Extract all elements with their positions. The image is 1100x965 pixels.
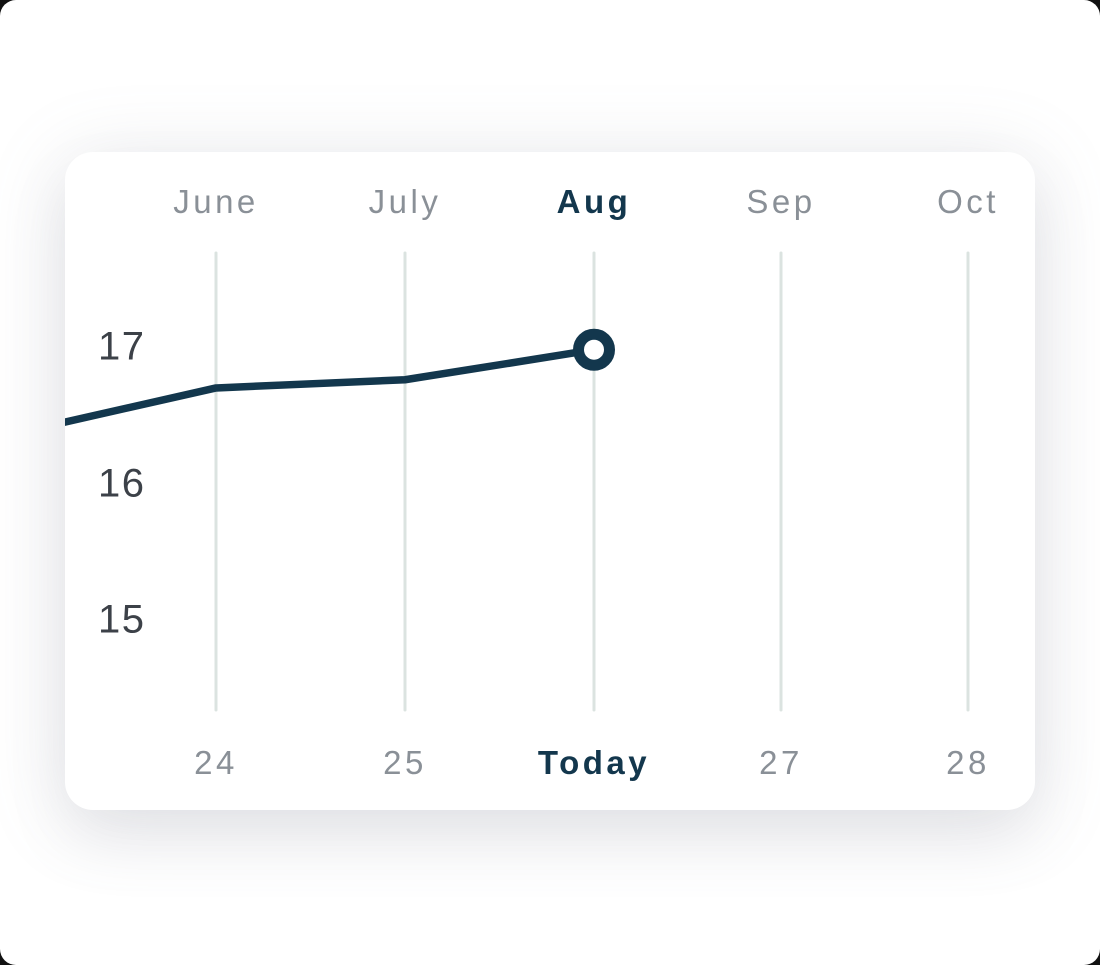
month-label-aug: Aug: [556, 183, 632, 220]
day-label-28: 28: [946, 744, 990, 781]
month-label-sep: Sep: [746, 183, 816, 220]
today-marker[interactable]: [573, 328, 615, 371]
day-label-24: 24: [194, 744, 238, 781]
day-label-25: 25: [383, 744, 427, 781]
chart-canvas[interactable]: [65, 152, 1035, 810]
month-label-july: July: [368, 183, 442, 220]
y-tick-label-16: 16: [98, 461, 146, 505]
day-label-today: Today: [537, 744, 651, 781]
y-tick-label-15: 15: [98, 597, 146, 642]
month-label-oct: Oct: [937, 183, 999, 220]
day-label-27: 27: [759, 744, 803, 781]
chart-card: June July Aug Sep Oct 17 16 15 24 25 Today 27 28: [65, 152, 1035, 810]
trend-line: [65, 345, 598, 426]
month-label-june: June: [173, 183, 259, 220]
y-tick-label-17: 17: [98, 324, 146, 369]
